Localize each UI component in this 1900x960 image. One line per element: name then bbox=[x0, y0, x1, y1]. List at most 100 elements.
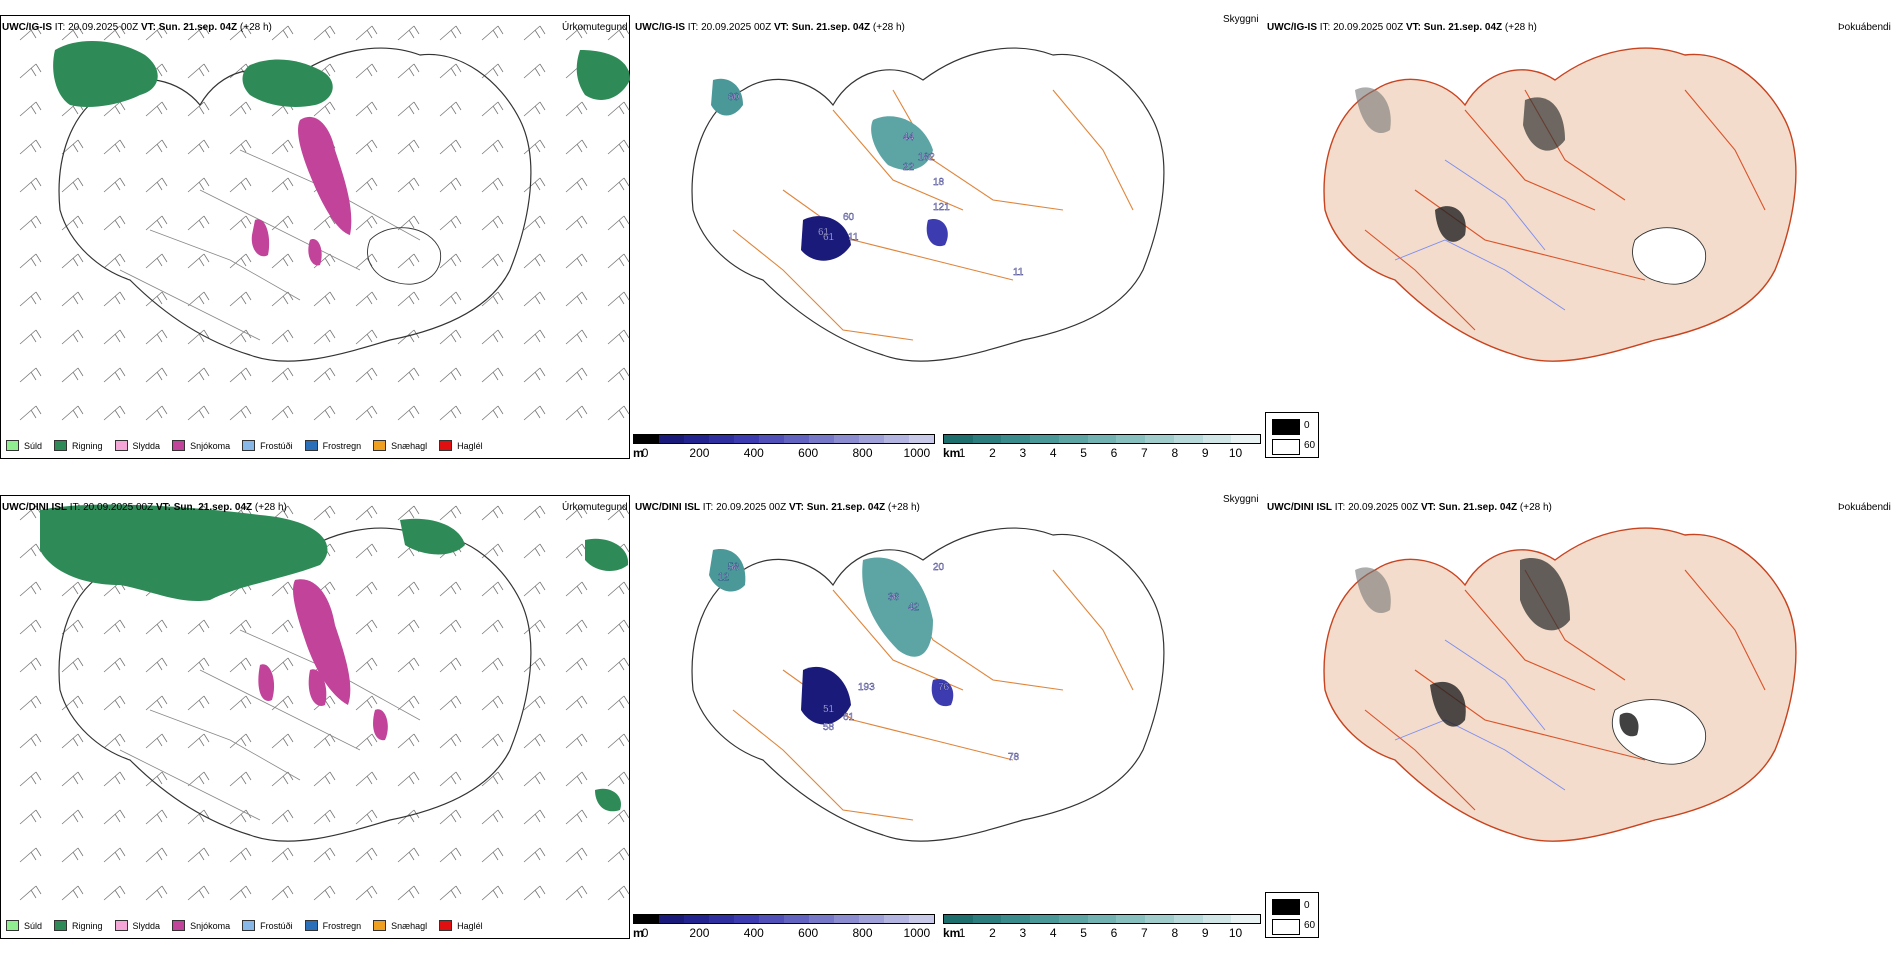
colorbar-step bbox=[1058, 435, 1088, 443]
wind-barb bbox=[481, 177, 504, 193]
wind-barb bbox=[523, 619, 546, 635]
precip-legend-item: Súld bbox=[6, 920, 42, 931]
precip-legend-label: Snæhagl bbox=[391, 440, 428, 451]
precip-legend-swatch bbox=[114, 920, 128, 931]
rain-areas bbox=[40, 504, 629, 812]
wind-barb bbox=[439, 581, 462, 597]
precip-title: UWC/DINI ISL IT: 20.09.2025 00Z VT: Sun.… bbox=[2, 502, 287, 513]
wind-barb bbox=[439, 101, 462, 117]
wind-barb bbox=[439, 63, 462, 79]
visibility-colorbar bbox=[943, 914, 1261, 924]
visibility-patches bbox=[709, 549, 954, 725]
wind-barb bbox=[481, 771, 504, 787]
wind-barb bbox=[313, 291, 336, 307]
colorbar-tick: 0 bbox=[641, 446, 649, 460]
colorbar-step bbox=[684, 435, 709, 443]
wind-barb bbox=[19, 291, 42, 307]
wind-barb bbox=[565, 253, 588, 269]
wind-barb bbox=[187, 771, 210, 787]
wind-barb bbox=[565, 619, 588, 635]
wind-barb bbox=[229, 657, 252, 673]
precip-title: UWC/IG-IS IT: 20.09.2025 00Z VT: Sun. 21… bbox=[2, 22, 272, 33]
colorbar-tick: 2 bbox=[989, 926, 996, 940]
wind-barb bbox=[19, 657, 42, 673]
wind-barb bbox=[187, 809, 210, 825]
wind-barb bbox=[607, 215, 630, 231]
precip-legend-swatch bbox=[54, 440, 68, 451]
wind-barb bbox=[145, 291, 168, 307]
wind-barb bbox=[607, 581, 630, 597]
visibility-unit: km bbox=[943, 446, 961, 460]
wind-barb bbox=[187, 177, 210, 193]
fog-legend-swatch-60 bbox=[1272, 919, 1300, 935]
precip-legend-label: Súld bbox=[24, 440, 43, 451]
wind-barb bbox=[61, 619, 84, 635]
wind-barb bbox=[481, 581, 504, 597]
ceiling-value-label: 78 bbox=[1008, 752, 1020, 763]
wind-barb bbox=[313, 367, 336, 383]
colorbar-step bbox=[1145, 915, 1174, 923]
wind-barb bbox=[229, 695, 252, 711]
colorbar-step bbox=[709, 435, 734, 443]
precip-legend-item: Frostúði bbox=[242, 440, 293, 451]
wind-barb bbox=[145, 139, 168, 155]
fog-panel-title: Þokuábendi bbox=[1838, 502, 1891, 513]
wind-barb bbox=[19, 405, 42, 421]
wind-barb bbox=[19, 63, 42, 79]
ceiling-value-label: 61 bbox=[818, 227, 830, 238]
wind-barb bbox=[187, 215, 210, 231]
wind-barb bbox=[439, 25, 462, 41]
wind-barb bbox=[313, 505, 336, 521]
precip-legend-swatch bbox=[304, 440, 318, 451]
cloud-base-colorbar bbox=[633, 434, 935, 444]
precip-legend-item: Haglél bbox=[439, 920, 483, 931]
wind-barb bbox=[565, 543, 588, 559]
precip-panel: UWC/IG-IS IT: 20.09.2025 00Z VT: Sun. 21… bbox=[0, 10, 632, 480]
wind-barb bbox=[61, 885, 84, 901]
colorbar-step bbox=[1202, 435, 1232, 443]
precip-legend-label: Snjókoma bbox=[190, 920, 231, 931]
wind-barb bbox=[103, 367, 126, 383]
colorbar-step bbox=[784, 435, 809, 443]
wind-barb bbox=[187, 619, 210, 635]
wind-barb bbox=[523, 543, 546, 559]
ceiling-value-label: 11 bbox=[1013, 267, 1024, 278]
wind-barb bbox=[523, 847, 546, 863]
wind-barb bbox=[439, 253, 462, 269]
wind-barb bbox=[229, 885, 252, 901]
colorbar-tick: 7 bbox=[1141, 446, 1148, 460]
wind-barb bbox=[397, 657, 420, 673]
precip-legend-item: Snjókoma bbox=[172, 440, 230, 451]
wind-barb bbox=[103, 139, 126, 155]
wind-barb bbox=[313, 25, 336, 41]
wind-barb bbox=[607, 25, 630, 41]
wind-barb bbox=[523, 329, 546, 345]
ceiling-value-label: 60 bbox=[728, 92, 740, 103]
colorbar-tick: 1000 bbox=[903, 926, 931, 940]
wind-barb bbox=[19, 847, 42, 863]
colorbar-tick: 1000 bbox=[903, 446, 931, 460]
cloud-base-unit: m bbox=[633, 926, 644, 940]
snow-areas bbox=[251, 116, 352, 266]
colorbar-step bbox=[909, 915, 934, 923]
wind-barb bbox=[229, 177, 252, 193]
precip-legend-label: Snæhagl bbox=[391, 920, 428, 931]
wind-barb bbox=[187, 291, 210, 307]
wind-barb bbox=[607, 101, 630, 117]
colorbar-tick: 5 bbox=[1080, 446, 1087, 460]
colorbar-tick: 1 bbox=[958, 926, 966, 940]
wind-barb bbox=[397, 405, 420, 421]
colorbar-tick: 10 bbox=[1228, 926, 1243, 940]
colorbar-tick: 1 bbox=[958, 446, 966, 460]
wind-barb bbox=[271, 405, 294, 421]
wind-barb bbox=[145, 847, 168, 863]
ceiling-panel: 58 12 36 42 193 61 58 76 78 51 20 UWC/DINI ISL IT:… bbox=[633, 490, 1263, 960]
wind-barb bbox=[187, 367, 210, 383]
wind-barb bbox=[145, 733, 168, 749]
wind-barb bbox=[607, 847, 630, 863]
wind-barb bbox=[19, 809, 42, 825]
wind-barb bbox=[103, 177, 126, 193]
fog-legend-label-0: 0 bbox=[1304, 900, 1310, 911]
wind-barb bbox=[355, 139, 378, 155]
snow-areas bbox=[258, 579, 388, 741]
